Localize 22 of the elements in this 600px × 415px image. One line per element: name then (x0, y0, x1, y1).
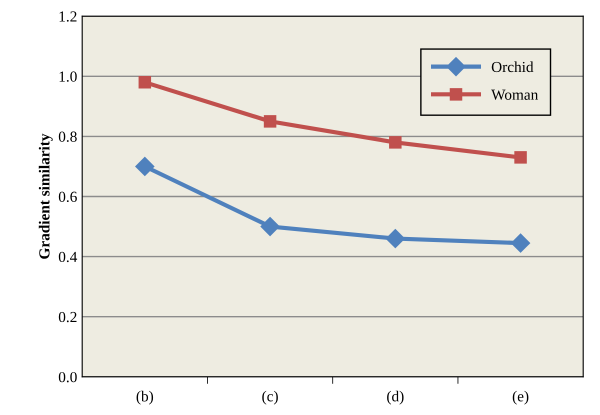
y-tick-label: 1.2 (60, 11, 76, 22)
y-axis-title: Gradient similarity (38, 134, 53, 259)
x-tick-label: (e) (512, 390, 528, 405)
y-tick-label: 0.0 (58, 372, 77, 382)
point (138, 76, 152, 89)
y-tick-label: 0.4 (58, 252, 78, 262)
point (386, 229, 405, 248)
legend-label: Orchid (492, 61, 534, 72)
point (389, 136, 402, 149)
point (514, 151, 527, 164)
y-tick-label: 0.8 (58, 132, 77, 142)
x-tick-label: (c) (262, 390, 278, 405)
legend-label: Woman (491, 90, 538, 100)
x-tick-label: (d) (387, 390, 404, 405)
point (260, 217, 280, 236)
x-tick-label: (b) (136, 390, 154, 405)
point (264, 115, 276, 128)
y-tick-label: 0.6 (58, 192, 77, 202)
point (135, 156, 154, 176)
y-tick-label: 0.2 (58, 312, 76, 322)
point (511, 234, 530, 253)
y-tick-label: 1.0 (60, 71, 77, 82)
